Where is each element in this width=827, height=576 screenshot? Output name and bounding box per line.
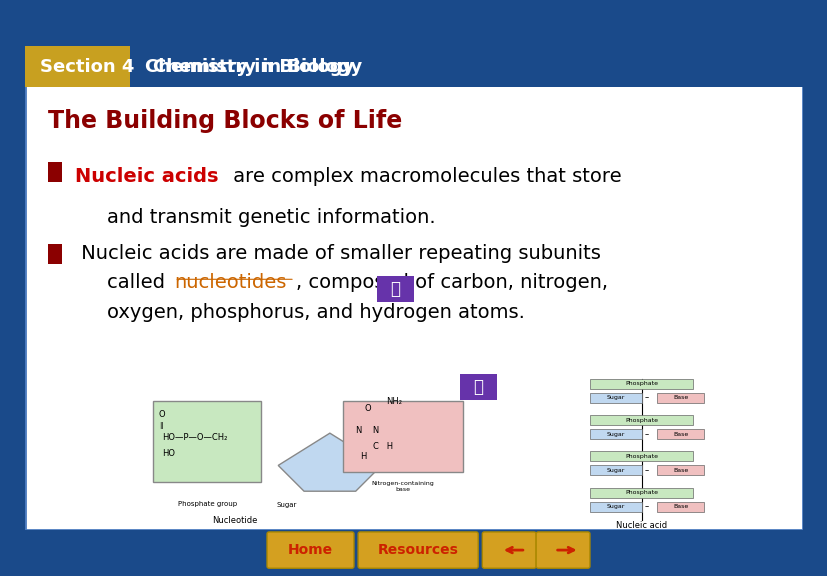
FancyBboxPatch shape	[48, 162, 62, 181]
FancyBboxPatch shape	[266, 532, 353, 568]
Text: Sugar: Sugar	[606, 431, 624, 437]
Text: Sugar: Sugar	[606, 504, 624, 509]
FancyBboxPatch shape	[357, 532, 478, 568]
Text: 🔊: 🔊	[472, 378, 483, 396]
FancyBboxPatch shape	[153, 401, 261, 482]
Text: –: –	[644, 502, 648, 511]
Text: Nucleic acid: Nucleic acid	[615, 521, 667, 530]
Text: Nucleic acids are made of smaller repeating subunits: Nucleic acids are made of smaller repeat…	[75, 244, 600, 263]
Text: HO—P—O—CH₂: HO—P—O—CH₂	[162, 433, 227, 442]
FancyBboxPatch shape	[342, 401, 463, 472]
FancyBboxPatch shape	[481, 532, 536, 568]
Text: Phosphate: Phosphate	[624, 490, 657, 495]
Text: Chemistry in Biology: Chemistry in Biology	[153, 58, 362, 75]
Text: Phosphate: Phosphate	[624, 381, 657, 386]
Text: –: –	[644, 393, 648, 403]
FancyBboxPatch shape	[589, 452, 693, 461]
Text: Base: Base	[672, 431, 687, 437]
Text: Sugar: Sugar	[276, 502, 297, 509]
FancyBboxPatch shape	[455, 372, 500, 403]
Text: –: –	[644, 466, 648, 475]
FancyBboxPatch shape	[130, 46, 802, 87]
Text: O: O	[159, 410, 165, 419]
Text: Nitrogen-containing
base: Nitrogen-containing base	[371, 482, 434, 492]
Text: Base: Base	[672, 395, 687, 400]
Text: ||: ||	[160, 422, 164, 429]
Text: NH₂: NH₂	[385, 397, 401, 406]
Text: Sugar: Sugar	[606, 468, 624, 473]
Polygon shape	[278, 433, 381, 491]
FancyBboxPatch shape	[589, 502, 641, 512]
Text: oxygen, phosphorus, and hydrogen atoms.: oxygen, phosphorus, and hydrogen atoms.	[107, 302, 523, 321]
Text: Nucleotide: Nucleotide	[213, 517, 257, 525]
FancyBboxPatch shape	[372, 274, 417, 305]
Text: H: H	[360, 452, 366, 461]
Text: HO: HO	[162, 449, 174, 458]
Text: Phosphate: Phosphate	[624, 454, 657, 459]
Text: Sugar: Sugar	[606, 395, 624, 400]
FancyBboxPatch shape	[589, 487, 693, 498]
Text: Phosphate: Phosphate	[624, 418, 657, 423]
FancyBboxPatch shape	[657, 429, 703, 439]
Text: called: called	[107, 274, 170, 293]
Text: Section 4: Section 4	[41, 58, 135, 75]
FancyBboxPatch shape	[657, 502, 703, 512]
Text: The Building Blocks of Life: The Building Blocks of Life	[48, 109, 402, 133]
Text: N    N: N N	[356, 426, 379, 435]
Text: Home: Home	[288, 543, 332, 557]
Text: 🔊: 🔊	[390, 281, 400, 298]
Text: Base: Base	[672, 468, 687, 473]
Text: , composed of carbon, nitrogen,: , composed of carbon, nitrogen,	[295, 274, 607, 293]
Text: Nucleic acids: Nucleic acids	[75, 167, 218, 186]
Text: C   H: C H	[372, 442, 393, 451]
FancyBboxPatch shape	[589, 379, 693, 389]
FancyBboxPatch shape	[25, 46, 802, 87]
FancyBboxPatch shape	[589, 415, 693, 425]
FancyBboxPatch shape	[536, 532, 589, 568]
FancyBboxPatch shape	[48, 244, 62, 264]
FancyBboxPatch shape	[657, 465, 703, 476]
FancyBboxPatch shape	[25, 46, 802, 530]
Text: and transmit genetic information.: and transmit genetic information.	[107, 208, 435, 227]
Text: O: O	[364, 404, 370, 412]
Text: Chemistry in Biology: Chemistry in Biology	[146, 58, 354, 75]
Text: are complex macromolecules that store: are complex macromolecules that store	[227, 167, 621, 186]
Text: nucleotides: nucleotides	[174, 274, 286, 293]
FancyBboxPatch shape	[589, 393, 641, 403]
FancyBboxPatch shape	[589, 429, 641, 439]
Text: Base: Base	[672, 504, 687, 509]
Text: –: –	[644, 430, 648, 439]
Text: Phosphate group: Phosphate group	[177, 501, 237, 507]
FancyBboxPatch shape	[657, 393, 703, 403]
FancyBboxPatch shape	[589, 465, 641, 476]
Text: Resources: Resources	[377, 543, 458, 557]
